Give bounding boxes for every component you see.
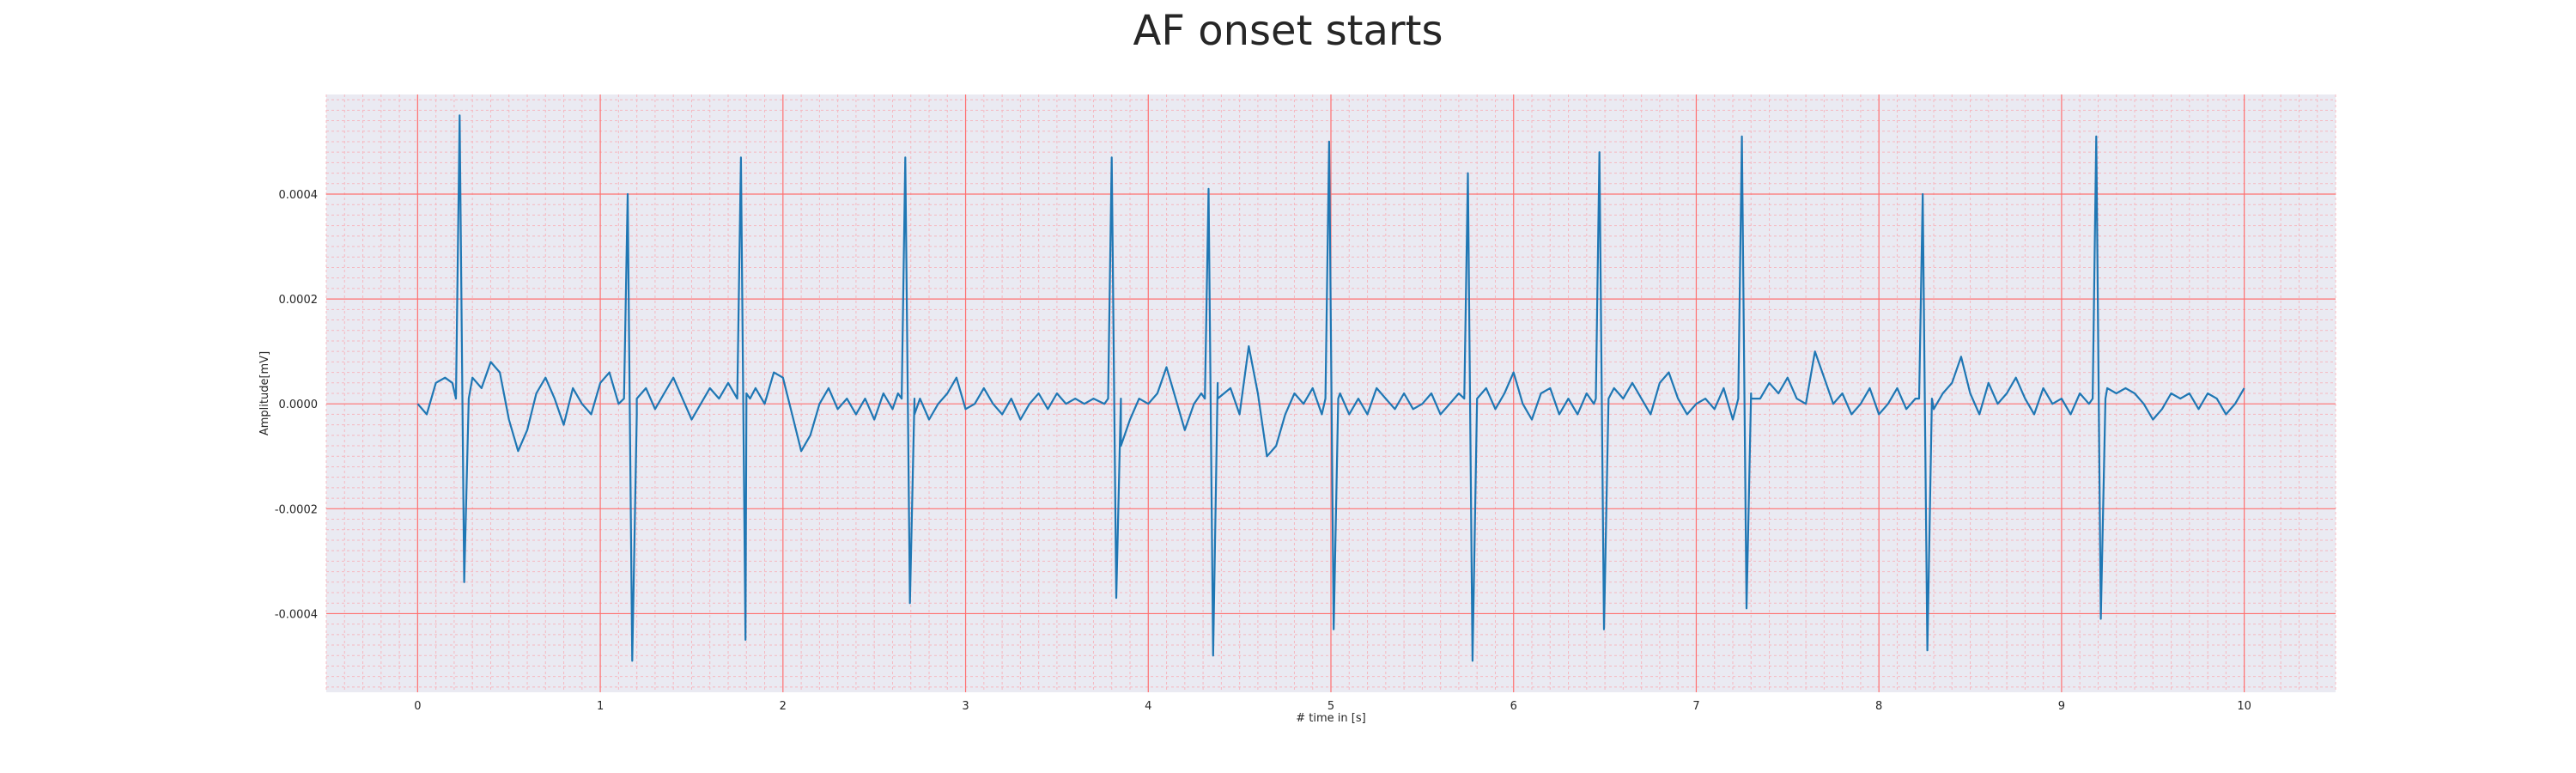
y-axis-label: Amplitude[mV] [258, 351, 271, 435]
y-tick-label: 0.0002 [279, 294, 319, 307]
x-tick-label: 1 [597, 700, 604, 713]
y-tick-label: -0.0004 [275, 608, 318, 621]
x-tick-label: 8 [1875, 700, 1882, 713]
x-tick-label: 3 [962, 700, 969, 713]
x-tick-label: 2 [780, 700, 787, 713]
x-tick-label: 10 [2237, 700, 2251, 713]
x-tick-label: 4 [1145, 700, 1151, 713]
y-tick-label: 0.0004 [279, 189, 319, 202]
x-tick-label: 9 [2058, 700, 2065, 713]
chart-title: AF onset starts [1133, 7, 1443, 55]
x-axis-label: # time in [s] [1296, 712, 1365, 725]
y-tick-label: -0.0002 [275, 503, 318, 516]
x-tick-label: 6 [1510, 700, 1517, 713]
x-tick-label: 7 [1692, 700, 1699, 713]
x-tick-labels: 0 1 2 3 4 5 6 7 8 9 10 [414, 700, 2251, 713]
y-tick-label: 0.0000 [279, 399, 319, 411]
y-tick-labels: 0.0004 0.0002 0.0000 -0.0002 -0.0004 [275, 189, 318, 621]
x-tick-label: 0 [414, 700, 421, 713]
ecg-series-line [416, 114, 2245, 662]
major-grid [326, 94, 2336, 692]
x-tick-label: 5 [1327, 700, 1334, 713]
